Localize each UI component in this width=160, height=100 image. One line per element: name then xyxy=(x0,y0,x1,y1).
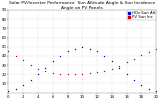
Point xyxy=(118,65,120,67)
Point xyxy=(37,68,39,70)
Point xyxy=(111,60,113,62)
Point xyxy=(15,88,17,90)
Point xyxy=(44,67,47,69)
Point xyxy=(59,55,61,57)
Point xyxy=(22,60,24,61)
Point xyxy=(96,72,98,73)
Point xyxy=(140,84,143,86)
Point xyxy=(29,79,32,80)
Title: Solar PV/Inverter Performance  Sun Altitude Angle & Sun Incidence Angle on PV Pa: Solar PV/Inverter Performance Sun Altitu… xyxy=(9,1,156,10)
Point xyxy=(103,55,106,57)
Point xyxy=(81,73,84,75)
Point xyxy=(88,72,91,74)
Point xyxy=(118,67,120,69)
Point xyxy=(96,50,98,52)
Point xyxy=(52,60,54,62)
Legend: HOz Sun Alt, PV Sun Inc: HOz Sun Alt, PV Sun Inc xyxy=(127,10,156,20)
Point xyxy=(133,58,135,59)
Point xyxy=(155,90,157,92)
Point xyxy=(52,72,54,74)
Point xyxy=(22,84,24,86)
Point xyxy=(103,70,106,71)
Point xyxy=(29,64,32,66)
Point xyxy=(74,48,76,49)
Point xyxy=(125,62,128,63)
Point xyxy=(88,48,91,49)
Point xyxy=(133,79,135,80)
Point xyxy=(81,46,84,47)
Point xyxy=(7,90,10,92)
Point xyxy=(44,71,47,72)
Point xyxy=(74,73,76,75)
Point xyxy=(37,73,39,75)
Point xyxy=(111,68,113,70)
Point xyxy=(66,50,69,52)
Point xyxy=(7,50,10,52)
Point xyxy=(15,55,17,57)
Point xyxy=(148,51,150,53)
Point xyxy=(140,54,143,56)
Point xyxy=(59,73,61,75)
Point xyxy=(125,73,128,75)
Point xyxy=(155,49,157,50)
Point xyxy=(148,88,150,90)
Point xyxy=(66,73,69,75)
